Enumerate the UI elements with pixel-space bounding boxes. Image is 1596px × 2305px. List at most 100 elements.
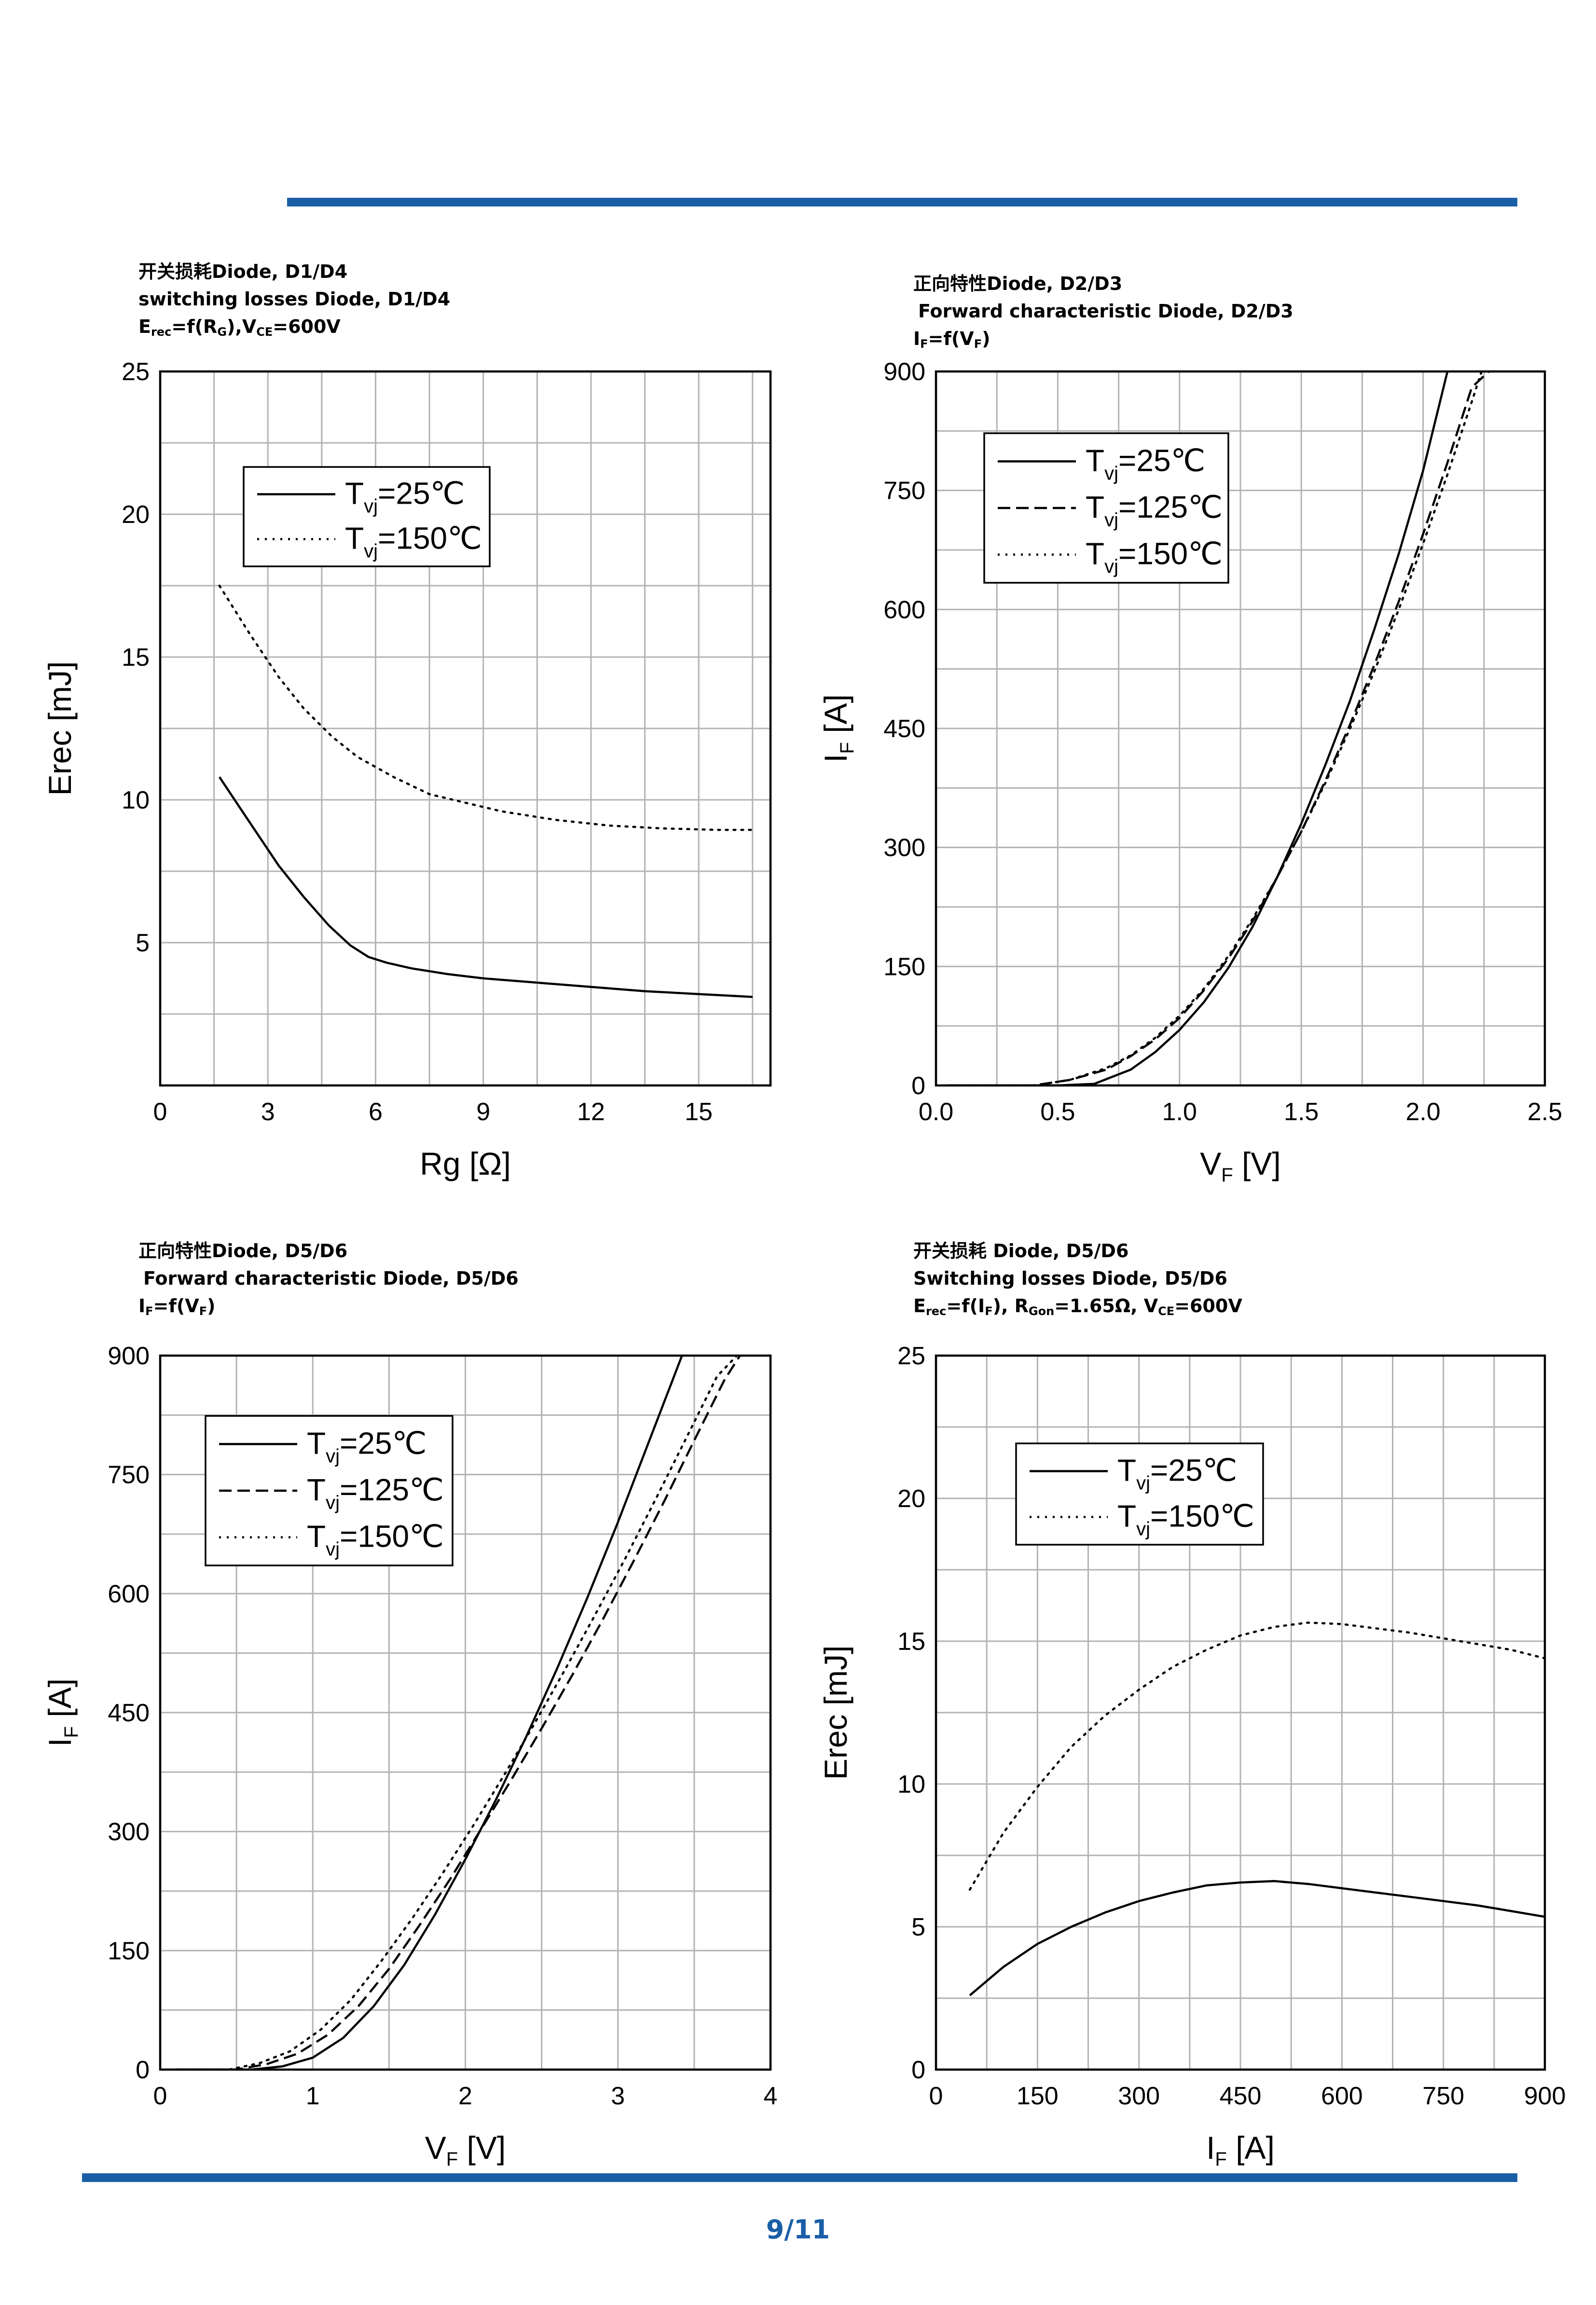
x-axis-label: Rg [Ω] bbox=[420, 1146, 511, 1181]
y-tick-label: 900 bbox=[108, 1342, 150, 1370]
y-tick-label: 5 bbox=[911, 1913, 925, 1941]
legend: Tvj=25℃ Tvj=150℃ bbox=[1015, 1442, 1264, 1546]
chart-if-vs-vf-d5d6: 0 1 2 3 4 0 150 300 450 600 750 900 VF [V] IF [A] Tvj=… bbox=[42, 1342, 778, 2170]
legend-label: Tvj=25℃ bbox=[1086, 443, 1205, 484]
y-tick-label: 600 bbox=[108, 1580, 150, 1608]
chart2-caption: 正向特性Diode, D2/D3 Forward characteristic … bbox=[913, 270, 1293, 353]
y-tick-label: 600 bbox=[883, 596, 925, 624]
y-tick-label: 150 bbox=[108, 1937, 150, 1965]
chart2-title-en: Forward characteristic Diode, D2/D3 bbox=[918, 301, 1293, 322]
y-tick-label: 750 bbox=[108, 1461, 150, 1489]
chart4-caption: 开关损耗 Diode, D5/D6 Switching losses Diode… bbox=[913, 1237, 1242, 1320]
x-axis-label: IF [A] bbox=[1206, 2130, 1275, 2170]
chart-erec-vs-if: 0 150 300 450 600 750 900 0 5 10 15 20 25 IF [A] Erec … bbox=[818, 1342, 1566, 2170]
x-tick-label: 2.5 bbox=[1527, 1098, 1562, 1126]
x-tick-label: 300 bbox=[1118, 2082, 1160, 2110]
series-line-dotted bbox=[218, 584, 754, 831]
legend-label: Tvj=125℃ bbox=[307, 1472, 444, 1513]
y-axis-label: IF [A] bbox=[818, 694, 858, 763]
y-tick-label: 300 bbox=[883, 834, 925, 862]
legend-box bbox=[243, 466, 491, 567]
chart3-caption: 正向特性Diode, D5/D6 Forward characteristic … bbox=[138, 1237, 519, 1320]
x-tick-label: 2.0 bbox=[1405, 1098, 1440, 1126]
y-tick-label: 10 bbox=[897, 1770, 925, 1798]
legend-label: Tvj=25℃ bbox=[345, 476, 465, 517]
legend-label: Tvj=25℃ bbox=[307, 1426, 427, 1467]
x-tick-label: 1 bbox=[306, 2082, 320, 2110]
x-tick-label: 12 bbox=[577, 1098, 605, 1126]
y-axis-label: Erec [mJ] bbox=[42, 661, 78, 796]
page-number: 9/11 bbox=[766, 2214, 830, 2245]
legend-label: Tvj=25℃ bbox=[1117, 1453, 1237, 1494]
x-tick-label: 15 bbox=[685, 1098, 713, 1126]
x-tick-label: 450 bbox=[1220, 2082, 1262, 2110]
y-axis-label: IF [A] bbox=[42, 1678, 82, 1747]
y-tick-label: 900 bbox=[883, 358, 925, 386]
x-tick-label: 0 bbox=[153, 1098, 167, 1126]
x-tick-label: 150 bbox=[1017, 2082, 1059, 2110]
header-rule bbox=[287, 198, 1517, 206]
x-tick-label: 0 bbox=[929, 2082, 943, 2110]
legend: Tvj=25℃ Tvj=125℃ Tvj=150℃ bbox=[205, 1415, 454, 1566]
x-tick-label: 0 bbox=[153, 2082, 167, 2110]
series-line-dashed bbox=[175, 1356, 741, 2070]
footer-rule bbox=[82, 2173, 1517, 2182]
x-tick-label: 3 bbox=[611, 2082, 625, 2110]
y-tick-label: 300 bbox=[108, 1818, 150, 1846]
y-axis-label: Erec [mJ] bbox=[818, 1646, 853, 1780]
x-tick-label: 6 bbox=[369, 1098, 383, 1126]
x-axis-label: VF [V] bbox=[1200, 1146, 1281, 1186]
chart1-title-en: switching losses Diode, D1/D4 bbox=[138, 288, 451, 310]
plot-frame bbox=[159, 370, 772, 1087]
chart2-formula: IF=f(VF) bbox=[913, 328, 991, 351]
y-tick-label: 750 bbox=[883, 477, 925, 505]
series-line-dotted bbox=[947, 371, 1483, 1085]
y-tick-label: 20 bbox=[897, 1485, 925, 1513]
y-tick-label: 10 bbox=[122, 786, 150, 814]
chart3-title-en: Forward characteristic Diode, D5/D6 bbox=[143, 1268, 519, 1289]
legend-label: Tvj=125℃ bbox=[1086, 490, 1223, 531]
x-tick-label: 4 bbox=[764, 2082, 778, 2110]
x-tick-label: 0.5 bbox=[1040, 1098, 1075, 1126]
chart3-formula: IF=f(VF) bbox=[138, 1295, 216, 1318]
legend-label: Tvj=150℃ bbox=[1117, 1499, 1254, 1540]
x-tick-label: 1.0 bbox=[1162, 1098, 1197, 1126]
x-tick-label: 0.0 bbox=[919, 1098, 953, 1126]
legend-label: Tvj=150℃ bbox=[345, 521, 482, 562]
chart1-formula: Erec=f(RG),VCE=600V bbox=[138, 316, 341, 339]
series-line-solid bbox=[969, 1880, 1545, 1996]
legend-box bbox=[1015, 1442, 1264, 1546]
y-tick-label: 0 bbox=[136, 2056, 150, 2084]
chart1-caption: 开关损耗Diode, D1/D4 switching losses Diode,… bbox=[138, 258, 450, 341]
y-tick-label: 0 bbox=[911, 2056, 925, 2084]
x-tick-label: 9 bbox=[476, 1098, 490, 1126]
y-tick-label: 25 bbox=[897, 1342, 925, 1370]
chart-if-vs-vf-d2d3: 0.0 0.5 1.0 1.5 2.0 2.5 0 150 300 450 600 750 900 VF … bbox=[818, 358, 1562, 1186]
series-line-dotted bbox=[968, 1621, 1545, 1891]
y-tick-label: 15 bbox=[122, 644, 150, 672]
y-tick-label: 15 bbox=[897, 1628, 925, 1656]
series-line-solid bbox=[218, 776, 753, 998]
x-tick-label: 750 bbox=[1422, 2082, 1464, 2110]
series-line-solid bbox=[948, 371, 1449, 1085]
legend-label: Tvj=150℃ bbox=[307, 1519, 444, 1560]
x-axis-label: VF [V] bbox=[425, 2130, 506, 2170]
chart2-title-cn: 正向特性Diode, D2/D3 bbox=[913, 273, 1123, 294]
x-tick-label: 1.5 bbox=[1284, 1098, 1319, 1126]
plot-frame bbox=[935, 1354, 1546, 2071]
x-tick-label: 3 bbox=[261, 1098, 275, 1126]
chart-erec-vs-rg: 0 3 6 9 12 15 5 10 15 20 25 Rg [Ω] Erec [mJ] Tvj=25℃T… bbox=[42, 358, 772, 1181]
y-tick-label: 450 bbox=[883, 715, 925, 743]
y-tick-label: 5 bbox=[136, 929, 150, 957]
series-line-dotted bbox=[174, 1356, 738, 2070]
y-tick-label: 450 bbox=[108, 1699, 150, 1727]
y-tick-label: 150 bbox=[883, 953, 925, 981]
chart4-title-cn: 开关损耗 Diode, D5/D6 bbox=[913, 1240, 1129, 1262]
y-tick-label: 25 bbox=[122, 358, 150, 386]
legend-label: Tvj=150℃ bbox=[1086, 536, 1223, 577]
chart3-title-cn: 正向特性Diode, D5/D6 bbox=[138, 1240, 348, 1262]
plot-frame bbox=[935, 370, 1546, 1087]
y-tick-label: 0 bbox=[911, 1072, 925, 1100]
chart4-formula: Erec=f(IF), RGon=1.65Ω, VCE=600V bbox=[913, 1295, 1242, 1318]
